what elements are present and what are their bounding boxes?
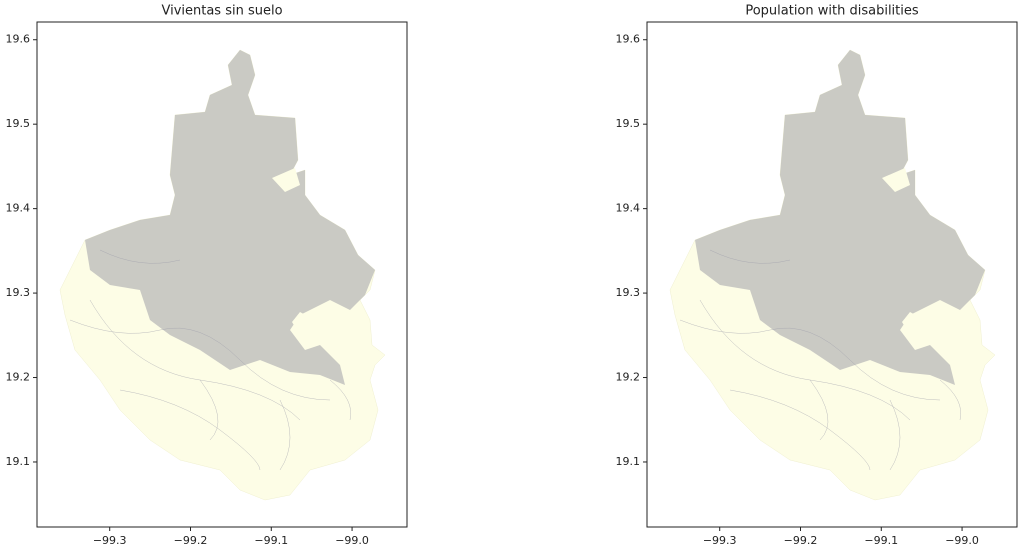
axes-frame (36, 21, 408, 528)
y-tick-label: 19.6 (6, 33, 31, 46)
x-tick-label: −99.0 (945, 534, 979, 547)
chart-title: Population with disabilities (745, 4, 919, 19)
x-tick-label: −99.2 (784, 534, 818, 547)
y-tick-label: 19.2 (6, 371, 31, 384)
y-tick-label: 19.5 (6, 117, 31, 130)
x-tick-label: −99.1 (254, 534, 288, 547)
y-tick-label: 19.2 (616, 371, 641, 384)
y-tick-label: 19.6 (616, 33, 641, 46)
y-tick-label: 19.3 (6, 286, 31, 299)
y-tick-label: 19.3 (616, 286, 641, 299)
chart-title: Vivientas sin suelo (161, 4, 282, 19)
y-tick-label: 19.4 (616, 202, 641, 215)
y-tick-label: 19.1 (616, 455, 641, 468)
x-tick-label: −99.3 (93, 534, 127, 547)
x-tick-label: −99.1 (864, 534, 898, 547)
y-tick-label: 19.5 (616, 117, 641, 130)
map-area (669, 49, 996, 501)
y-tick-label: 19.4 (6, 202, 31, 215)
x-tick-label: −99.3 (703, 534, 737, 547)
x-tick-label: −99.0 (335, 534, 369, 547)
map-area (59, 49, 386, 501)
y-tick-label: 19.1 (6, 455, 31, 468)
axes-frame (646, 21, 1018, 528)
x-tick-label: −99.2 (174, 534, 208, 547)
